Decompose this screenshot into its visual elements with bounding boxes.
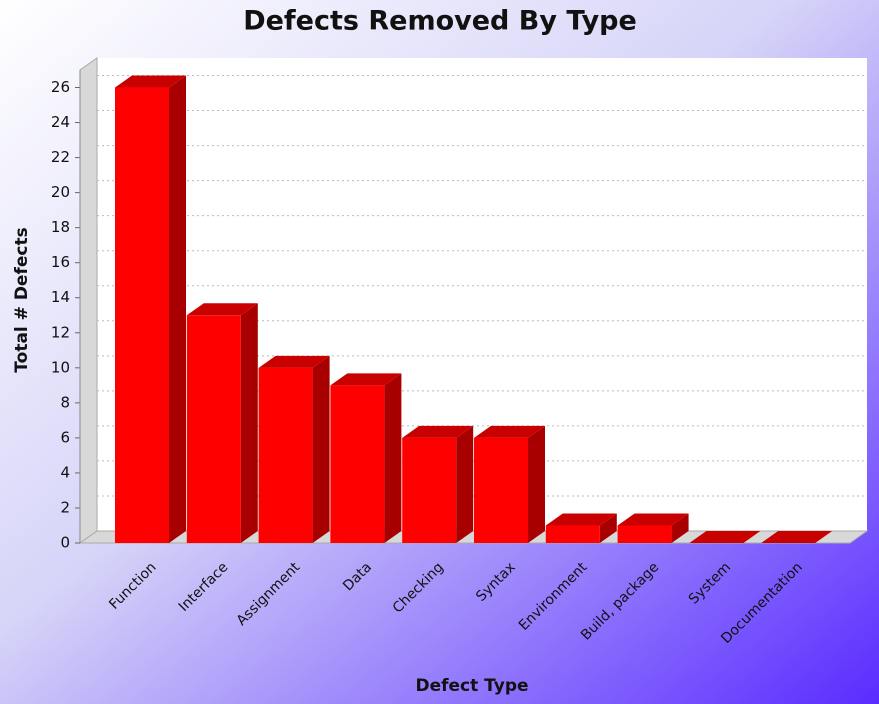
bar-top [330, 373, 402, 386]
y-tick-label: 18 [51, 218, 70, 236]
bar-side [312, 355, 330, 543]
y-tick-label: 2 [60, 498, 70, 516]
y-tick-label: 20 [51, 183, 70, 201]
bar-side [240, 303, 258, 543]
bar-top [545, 513, 617, 526]
bar [115, 87, 169, 543]
bar [258, 367, 313, 543]
bar-top [689, 531, 761, 543]
bar [545, 525, 600, 543]
bar-top [761, 531, 833, 543]
bar-side [456, 425, 474, 543]
y-tick-label: 8 [60, 393, 70, 411]
bar [617, 525, 672, 543]
bar-top [617, 513, 689, 526]
y-tick-label: 0 [60, 534, 70, 552]
bar-top [115, 75, 186, 88]
bar [474, 437, 528, 543]
bar [186, 315, 241, 543]
chart-title: Defects Removed By Type [243, 6, 637, 37]
bar [330, 385, 385, 543]
y-tick-label: 16 [51, 253, 70, 271]
bar-top [402, 425, 474, 438]
y-tick-label: 12 [51, 323, 70, 341]
bar-side [599, 513, 617, 543]
y-tick-label: 4 [60, 463, 70, 481]
left-wall [79, 57, 98, 544]
bar-side [169, 75, 186, 543]
bar-side [671, 513, 689, 543]
bar-side [384, 373, 402, 543]
y-tick-label: 10 [51, 358, 70, 376]
x-axis-label: Defect Type [415, 676, 528, 696]
y-axis-label: Total # Defects [12, 227, 32, 372]
bar-top [474, 425, 545, 438]
y-tick-label: 14 [51, 288, 70, 306]
y-tick-label: 24 [51, 113, 70, 131]
y-tick-label: 6 [60, 428, 70, 446]
y-tick-label: 26 [51, 78, 70, 96]
bar-top [258, 355, 330, 368]
y-tick-label: 22 [51, 148, 70, 166]
bar [402, 437, 457, 543]
bar-side [528, 425, 545, 543]
bar-top [186, 303, 258, 316]
